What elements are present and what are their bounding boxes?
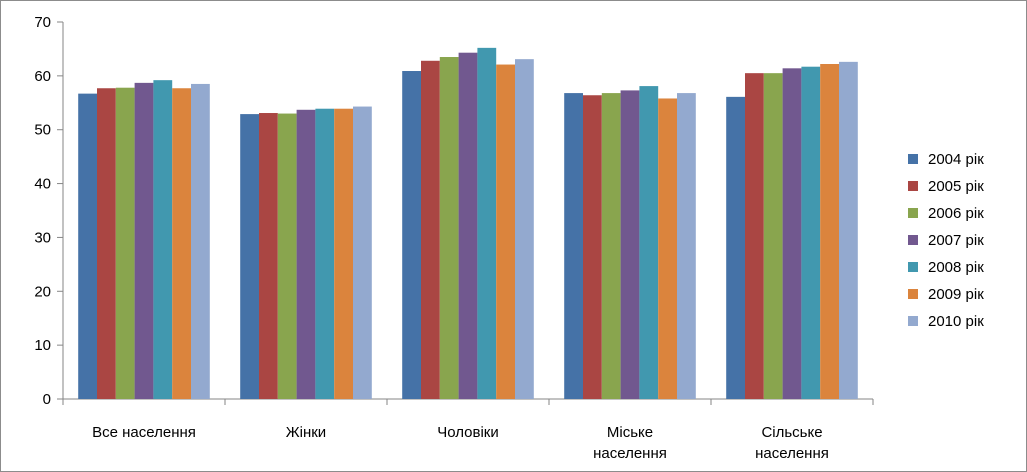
legend-item: 2006 рік [908, 205, 984, 222]
x-category-label: Чоловіки [437, 424, 499, 441]
y-tick-label: 30 [34, 229, 51, 246]
bar [334, 108, 353, 400]
legend-item: 2007 рік [908, 232, 984, 249]
bar [315, 108, 335, 400]
bar [134, 82, 154, 399]
category-labels: Все населення Жінки Чоловіки Міське населенн… [92, 424, 829, 462]
legend-swatch [908, 316, 918, 326]
bar [153, 80, 173, 399]
legend-swatch [908, 235, 918, 245]
legend-label: 2007 рік [928, 232, 984, 249]
legend-label: 2010 рік [928, 313, 984, 330]
x-category-label: Все населення [92, 424, 196, 441]
legend-label: 2004 рік [928, 151, 984, 168]
legend-item: 2008 рік [908, 259, 984, 276]
y-tick-label: 70 [34, 14, 51, 31]
legend-item: 2009 рік [908, 286, 984, 303]
bar [801, 66, 821, 400]
bar [745, 73, 764, 400]
bar [515, 59, 534, 399]
y-tick-label: 60 [34, 68, 51, 85]
legend-item: 2004 рік [908, 151, 984, 168]
bar [620, 90, 640, 400]
y-tick-label: 20 [34, 283, 51, 300]
x-category-label: Сільське [761, 424, 822, 441]
legend-swatch [908, 289, 918, 299]
bar [639, 86, 659, 399]
bar [564, 93, 583, 399]
bar [583, 95, 602, 399]
bar [191, 83, 210, 399]
bar [726, 96, 745, 400]
legend-label: 2006 рік [928, 205, 984, 222]
bar [601, 93, 621, 399]
bar [458, 52, 478, 399]
bars [78, 47, 858, 400]
bar [496, 64, 515, 399]
x-category-label: населення [755, 445, 829, 462]
bar [421, 60, 440, 400]
legend-label: 2009 рік [928, 286, 984, 303]
bar [172, 88, 191, 399]
legend-item: 2010 рік [908, 313, 984, 330]
bar [97, 88, 116, 399]
bar [259, 113, 278, 400]
bar [820, 64, 839, 399]
y-tick-label: 50 [34, 122, 51, 139]
bar [277, 113, 297, 400]
legend-swatch [908, 181, 918, 191]
legend-label: 2008 рік [928, 259, 984, 276]
bar [78, 93, 97, 399]
bar [439, 57, 459, 399]
bar [402, 71, 421, 399]
x-category-label: населення [593, 445, 667, 462]
legend-swatch [908, 154, 918, 164]
legend-item: 2005 рік [908, 178, 984, 195]
legend-label: 2005 рік [928, 178, 984, 195]
bar [839, 61, 858, 400]
legend-swatch [908, 208, 918, 218]
bar [658, 98, 677, 399]
bar [477, 47, 497, 399]
bar [353, 106, 372, 399]
y-tick-label: 0 [43, 391, 51, 408]
bar [240, 114, 259, 400]
bar [677, 93, 696, 399]
x-category-label: Міське [607, 424, 653, 441]
x-category-label: Жінки [286, 424, 326, 441]
bar [115, 87, 135, 399]
bar [763, 73, 783, 400]
legend-swatch [908, 262, 918, 272]
legend: 2004 рік 2005 рік 2006 рік 2007 рік 2008 рік… [908, 151, 984, 330]
y-tick-label: 40 [34, 176, 51, 193]
bar [782, 68, 802, 400]
y-tick-label: 10 [34, 337, 51, 354]
bar [296, 109, 316, 399]
